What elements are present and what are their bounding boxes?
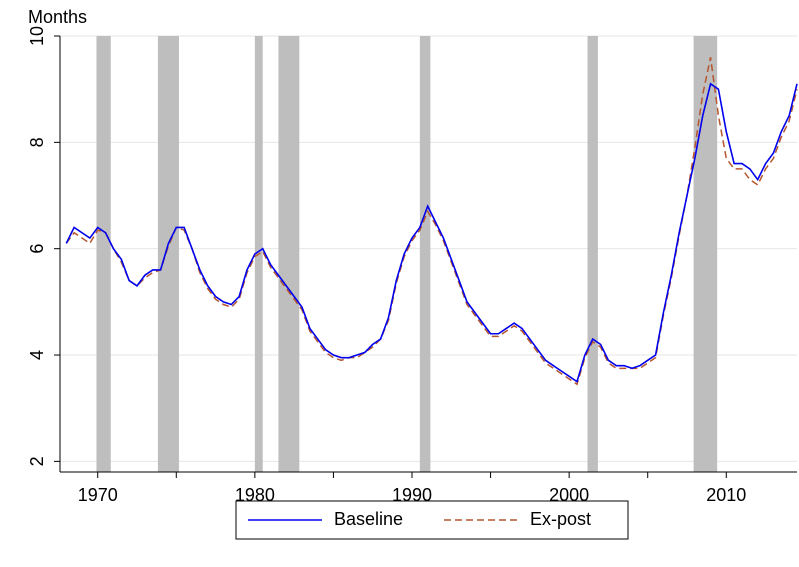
- y-tick-label: 8: [27, 137, 47, 147]
- data-line: [65, 82, 798, 383]
- recession-band: [419, 36, 431, 472]
- x-tick-label: 1980: [235, 485, 275, 505]
- x-tick-label: 1990: [392, 485, 432, 505]
- x-tick-label: 1970: [78, 485, 118, 505]
- x-tick-label: 2000: [549, 485, 589, 505]
- y-tick-label: 6: [27, 244, 47, 254]
- recession-band: [278, 36, 300, 472]
- x-tick-label: 2010: [706, 485, 746, 505]
- recession-band: [693, 36, 718, 472]
- recession-band: [157, 36, 179, 472]
- y-tick-label: 4: [27, 350, 47, 360]
- y-tick-label: 10: [27, 26, 47, 46]
- y-tick-label: 2: [27, 456, 47, 466]
- recession-band: [587, 36, 598, 472]
- recession-band: [96, 36, 111, 472]
- legend-label: Baseline: [334, 509, 403, 529]
- legend-label: Ex-post: [530, 509, 591, 529]
- y-axis-label: Months: [28, 7, 87, 27]
